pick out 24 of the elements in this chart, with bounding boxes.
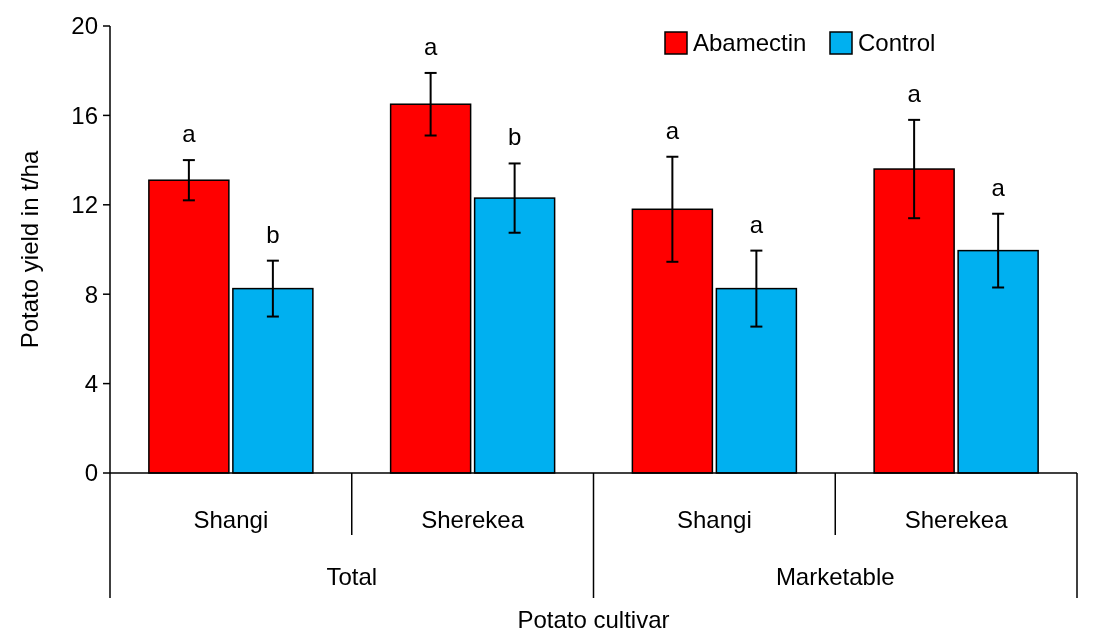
x-tick-label: Shangi (193, 506, 269, 533)
data-label: a (665, 116, 680, 144)
x-axis-title: Potato cultivar (517, 606, 670, 633)
y-tick-label: 20 (71, 12, 98, 40)
data-label: b (266, 220, 280, 248)
legend-label: Control (858, 29, 936, 57)
data-label: a (991, 173, 1006, 201)
x-tick-label: Sherekea (904, 506, 1009, 533)
y-tick-label: 12 (71, 191, 98, 219)
y-axis-title: Potato yield in t/ha (16, 150, 43, 349)
text: Marketable (775, 563, 895, 590)
y-tick-label: 0 (84, 459, 98, 487)
data-label: a (907, 79, 922, 107)
data-label: a (749, 210, 764, 238)
y-tick-label: 16 (71, 101, 98, 129)
data-label: a (182, 120, 197, 148)
x-tick-label: Shangi (677, 506, 752, 533)
legend-label: Abamectin (693, 29, 807, 57)
y-tick-label: 8 (84, 280, 98, 308)
y-tick-label: 4 (84, 370, 98, 397)
data-label: b (507, 123, 522, 151)
x-tick-label: Sherekea (421, 506, 525, 533)
text: Total (326, 563, 378, 590)
data-label: a (423, 32, 438, 60)
